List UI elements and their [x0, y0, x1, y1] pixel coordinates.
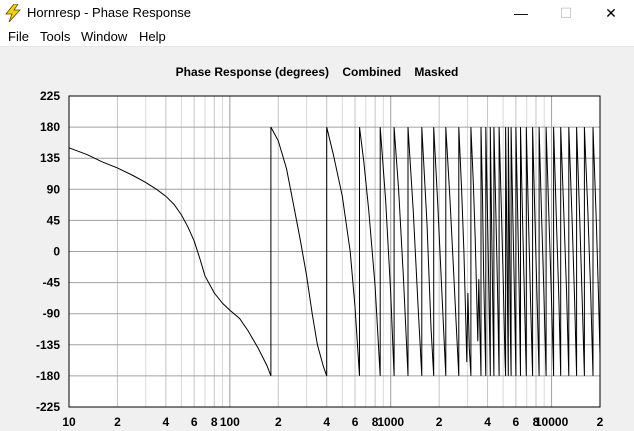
x-tick-label: 10000: [535, 415, 569, 429]
y-tick-label: -225: [36, 400, 60, 414]
menu-window[interactable]: Window: [81, 29, 128, 44]
x-tick-label: 6: [191, 415, 198, 429]
x-tick-label: 1000: [377, 415, 404, 429]
x-tick-label: 8: [533, 415, 540, 429]
plot-frame: [68, 95, 601, 408]
chart-title: Phase Response (degrees) Combined Masked: [175, 65, 459, 79]
x-tick-label: 100: [220, 415, 240, 429]
maximize-button[interactable]: ☐: [559, 4, 573, 21]
minimize-button[interactable]: —: [514, 5, 528, 21]
y-tick-label: -45: [43, 276, 61, 290]
menu-bar: File Tools Window Help: [0, 26, 634, 47]
x-tick-label: 4: [323, 415, 330, 429]
title-bar: Hornresp - Phase Response — ☐ ✕: [0, 0, 634, 26]
x-tick-label: 6: [513, 415, 520, 429]
x-tick-label: 8: [372, 415, 379, 429]
x-tick-label: 4: [484, 415, 491, 429]
x-tick-label: 2: [275, 415, 282, 429]
phase-series-line: [68, 126, 601, 377]
close-button[interactable]: ✕: [605, 4, 617, 21]
x-tick-label: 2: [597, 415, 604, 429]
y-tick-label: -180: [36, 369, 60, 383]
x-tick-label: 2: [114, 415, 121, 429]
y-tick-label: 45: [47, 213, 61, 227]
y-tick-label: 90: [47, 182, 61, 196]
x-tick-label: 6: [352, 415, 359, 429]
y-tick-label: -135: [36, 338, 60, 352]
y-tick-label: 0: [53, 245, 60, 259]
x-tick-label: 2: [436, 415, 443, 429]
x-tick-label: 8: [211, 415, 218, 429]
y-tick-label: -90: [43, 307, 61, 321]
window-title: Hornresp - Phase Response: [27, 5, 192, 20]
menu-file[interactable]: File: [8, 29, 29, 44]
x-tick-label: 10: [62, 415, 76, 429]
x-tick-label: 4: [163, 415, 170, 429]
y-axis-ticks: 225 180 135 90 45 0 -45 -90 -135 -180 -225: [36, 89, 60, 414]
y-tick-label: 180: [40, 120, 60, 134]
menu-help[interactable]: Help: [139, 29, 166, 44]
y-tick-label: 225: [40, 89, 60, 103]
y-tick-label: 135: [40, 151, 60, 165]
menu-tools[interactable]: Tools: [40, 29, 71, 44]
hornresp-lightning-icon: [5, 4, 21, 22]
